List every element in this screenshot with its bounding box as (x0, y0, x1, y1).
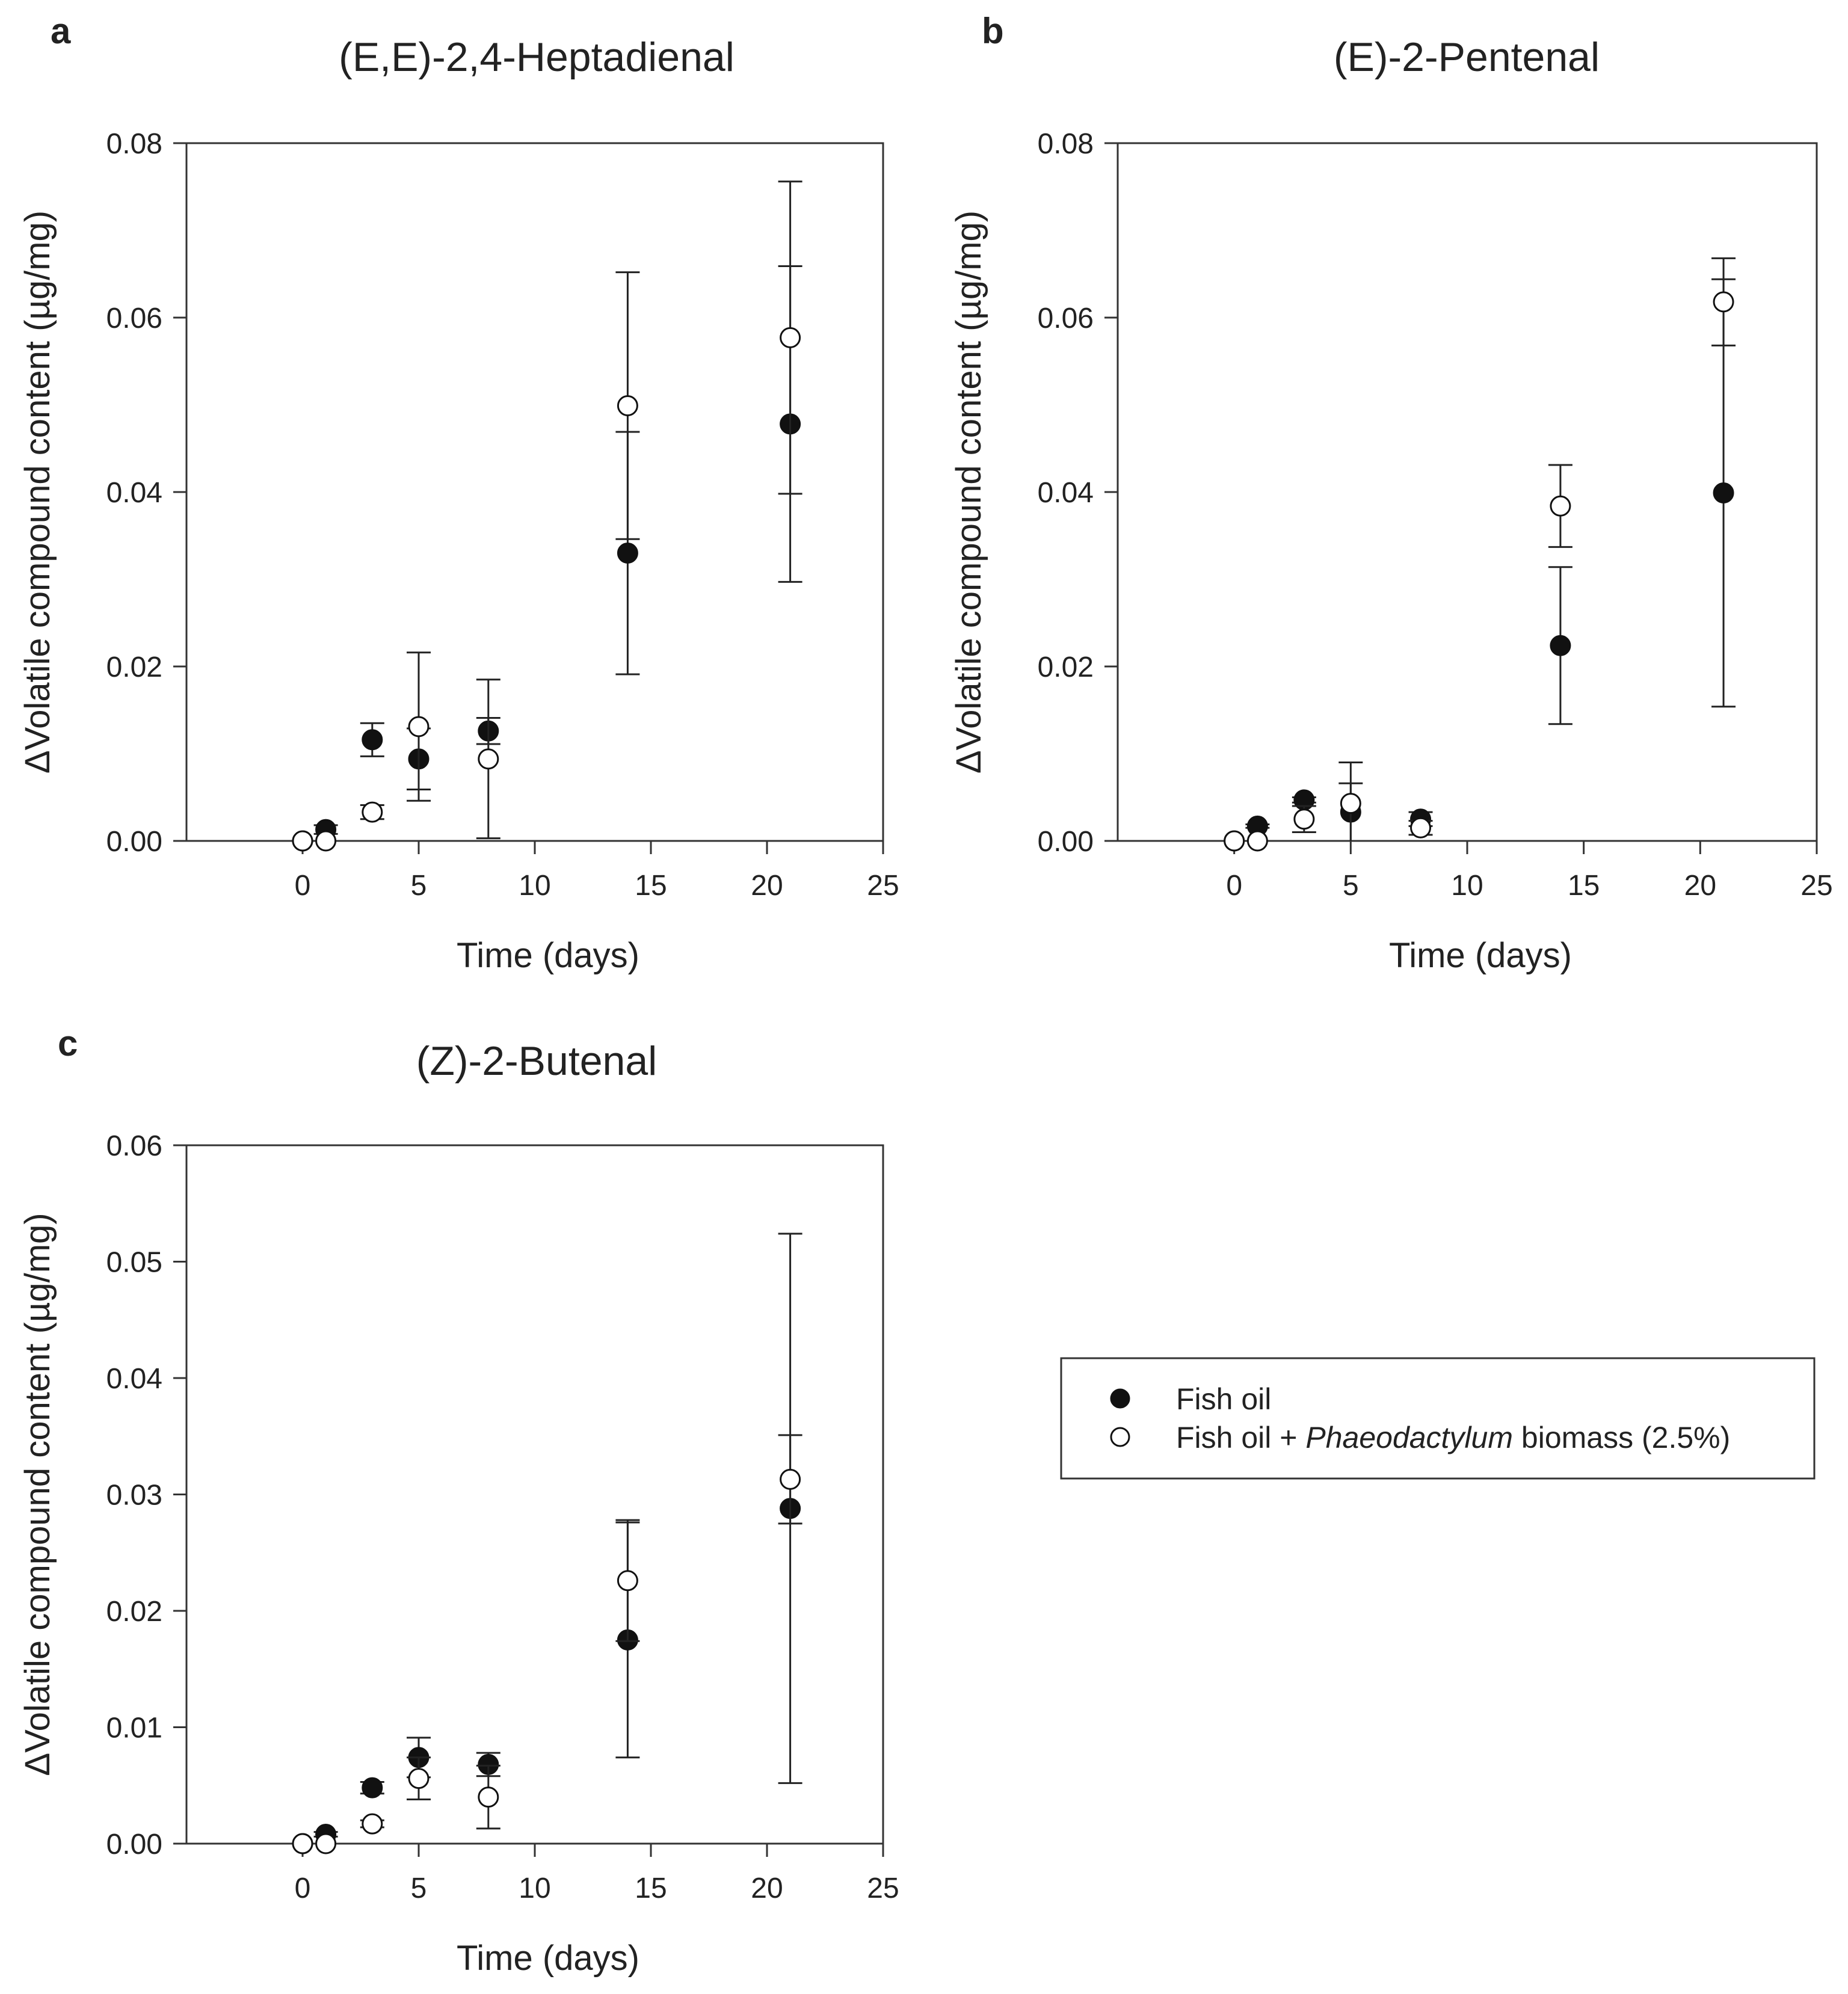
data-point-open (408, 1768, 430, 1789)
data-point-open (1410, 817, 1432, 839)
y-tick-label: 0.06 (106, 1130, 162, 1162)
data-point-filled (362, 729, 383, 751)
data-point-open (315, 1833, 337, 1854)
data-point-open (315, 830, 337, 852)
panel-letter: a (51, 11, 71, 51)
data-point-open (1246, 830, 1268, 852)
data-point-open (362, 801, 383, 823)
series-fish-oil-phaeodactylum (292, 1434, 802, 1854)
x-axis-label: Time (days) (457, 1939, 639, 1978)
series-fish-oil (1224, 278, 1736, 852)
data-point-filled (1550, 635, 1571, 656)
x-tick-label: 0 (295, 870, 311, 902)
panel-letter: c (58, 1023, 78, 1063)
data-point-open (362, 1813, 383, 1835)
legend-label-prefix: Fish oil + (1176, 1421, 1305, 1454)
y-tick-label: 0.02 (106, 651, 162, 683)
data-point-filled (617, 543, 638, 564)
x-tick-label: 5 (1343, 870, 1359, 902)
y-axis-label: ΔVolatile compound content (µg/mg) (949, 211, 988, 774)
y-tick-label: 0.00 (1038, 826, 1094, 858)
y-tick-label: 0.06 (106, 303, 162, 334)
y-tick-label: 0.02 (1038, 651, 1094, 683)
chart-panel-c: c (Z)-2-Butenal 0 5 10 15 20 25 0.00 0.01 0.02 0.03… (18, 1023, 899, 1978)
y-tick-label: 0.04 (106, 1363, 162, 1395)
plot-frame (1116, 142, 1818, 842)
y-tick-label: 0.08 (106, 128, 162, 160)
panel-letter: b (982, 11, 1004, 51)
series-fish-oil-phaeodactylum (1224, 257, 1736, 852)
y-tick-label: 0.03 (106, 1480, 162, 1512)
x-tick-label: 25 (867, 1872, 899, 1904)
data-point-open (478, 1786, 499, 1808)
legend-label-fish-oil-phaeodactylum: Fish oil + Phaeodactylum biomass (2.5%) (1176, 1421, 1730, 1454)
y-axis-label: ΔVolatile compound content (µg/mg) (18, 211, 57, 774)
data-point-filled (1713, 482, 1734, 503)
x-tick-label: 25 (1800, 870, 1832, 902)
x-tick-label: 25 (867, 870, 899, 902)
x-tick-label: 15 (1568, 870, 1600, 902)
x-tick-label: 0 (295, 1872, 311, 1904)
y-tick-label: 0.01 (106, 1712, 162, 1744)
series-fish-oil (292, 1232, 802, 1854)
data-point-open (478, 748, 499, 770)
x-tick-label: 20 (751, 1872, 783, 1904)
legend-label-suffix: biomass (2.5%) (1513, 1421, 1730, 1454)
data-point-open (292, 830, 313, 852)
y-tick-label: 0.05 (106, 1247, 162, 1279)
x-tick-label: 10 (519, 870, 550, 902)
data-point-open (1340, 793, 1361, 814)
x-tick-label: 0 (1226, 870, 1242, 902)
plot-frame (185, 142, 884, 842)
data-point-open (292, 1833, 313, 1854)
x-tick-label: 15 (635, 870, 667, 902)
chart-title: (Z)-2-Butenal (416, 1038, 658, 1084)
data-point-open (780, 1468, 801, 1490)
x-tick-label: 15 (635, 1872, 667, 1904)
x-tick-label: 20 (1684, 870, 1716, 902)
x-tick-label: 20 (751, 870, 783, 902)
x-tick-label: 10 (519, 1872, 550, 1904)
chart-panel-a: a (E,E)-2,4-Heptadienal 0 5 10 15 20 25 0.00 0.02… (18, 11, 899, 975)
data-point-filled (362, 1777, 383, 1799)
y-axis-label: ΔVolatile compound content (µg/mg) (18, 1213, 57, 1776)
x-tick-label: 5 (411, 870, 427, 902)
y-tick-label: 0.06 (1038, 303, 1094, 334)
x-axis-label: Time (days) (457, 936, 639, 975)
y-tick-label: 0.00 (106, 826, 162, 858)
chart-title: (E,E)-2,4-Heptadienal (339, 34, 735, 80)
legend-marker-fish-oil (1110, 1388, 1130, 1409)
data-point-open (1224, 830, 1245, 852)
series-fish-oil (292, 265, 802, 852)
legend: Fish oil Fish oil + Phaeodactylum biomas… (1060, 1357, 1816, 1480)
data-point-open (1550, 495, 1571, 517)
legend-box (1060, 1357, 1816, 1480)
chart-title: (E)-2-Pentenal (1334, 34, 1600, 80)
data-point-open (617, 395, 638, 416)
y-tick-label: 0.04 (106, 477, 162, 509)
legend-label-italic: Phaeodactylum (1305, 1421, 1513, 1454)
y-tick-label: 0.00 (106, 1829, 162, 1860)
data-point-open (617, 1570, 638, 1592)
chart-panel-b: b (E)-2-Pentenal 0 5 10 15 20 25 0.00 0.02 0.04 0.0… (949, 11, 1833, 975)
legend-marker-fish-oil-phaeodactylum (1110, 1427, 1130, 1447)
y-tick-label: 0.02 (106, 1596, 162, 1628)
x-tick-label: 10 (1451, 870, 1483, 902)
legend-label-fish-oil: Fish oil (1176, 1382, 1271, 1416)
data-point-open (1713, 291, 1734, 313)
series-fish-oil-phaeodactylum (292, 180, 802, 852)
chart-panels: a (E,E)-2,4-Heptadienal 0 5 10 15 20 25 0.00 0.02… (18, 11, 1833, 1978)
data-point-open (780, 327, 801, 348)
plot-frame (185, 1144, 884, 1845)
x-tick-label: 5 (411, 1872, 427, 1904)
y-tick-label: 0.08 (1038, 128, 1094, 160)
y-tick-label: 0.04 (1038, 477, 1094, 509)
data-point-open (1293, 808, 1315, 830)
x-axis-label: Time (days) (1389, 936, 1572, 975)
data-point-open (408, 716, 430, 737)
